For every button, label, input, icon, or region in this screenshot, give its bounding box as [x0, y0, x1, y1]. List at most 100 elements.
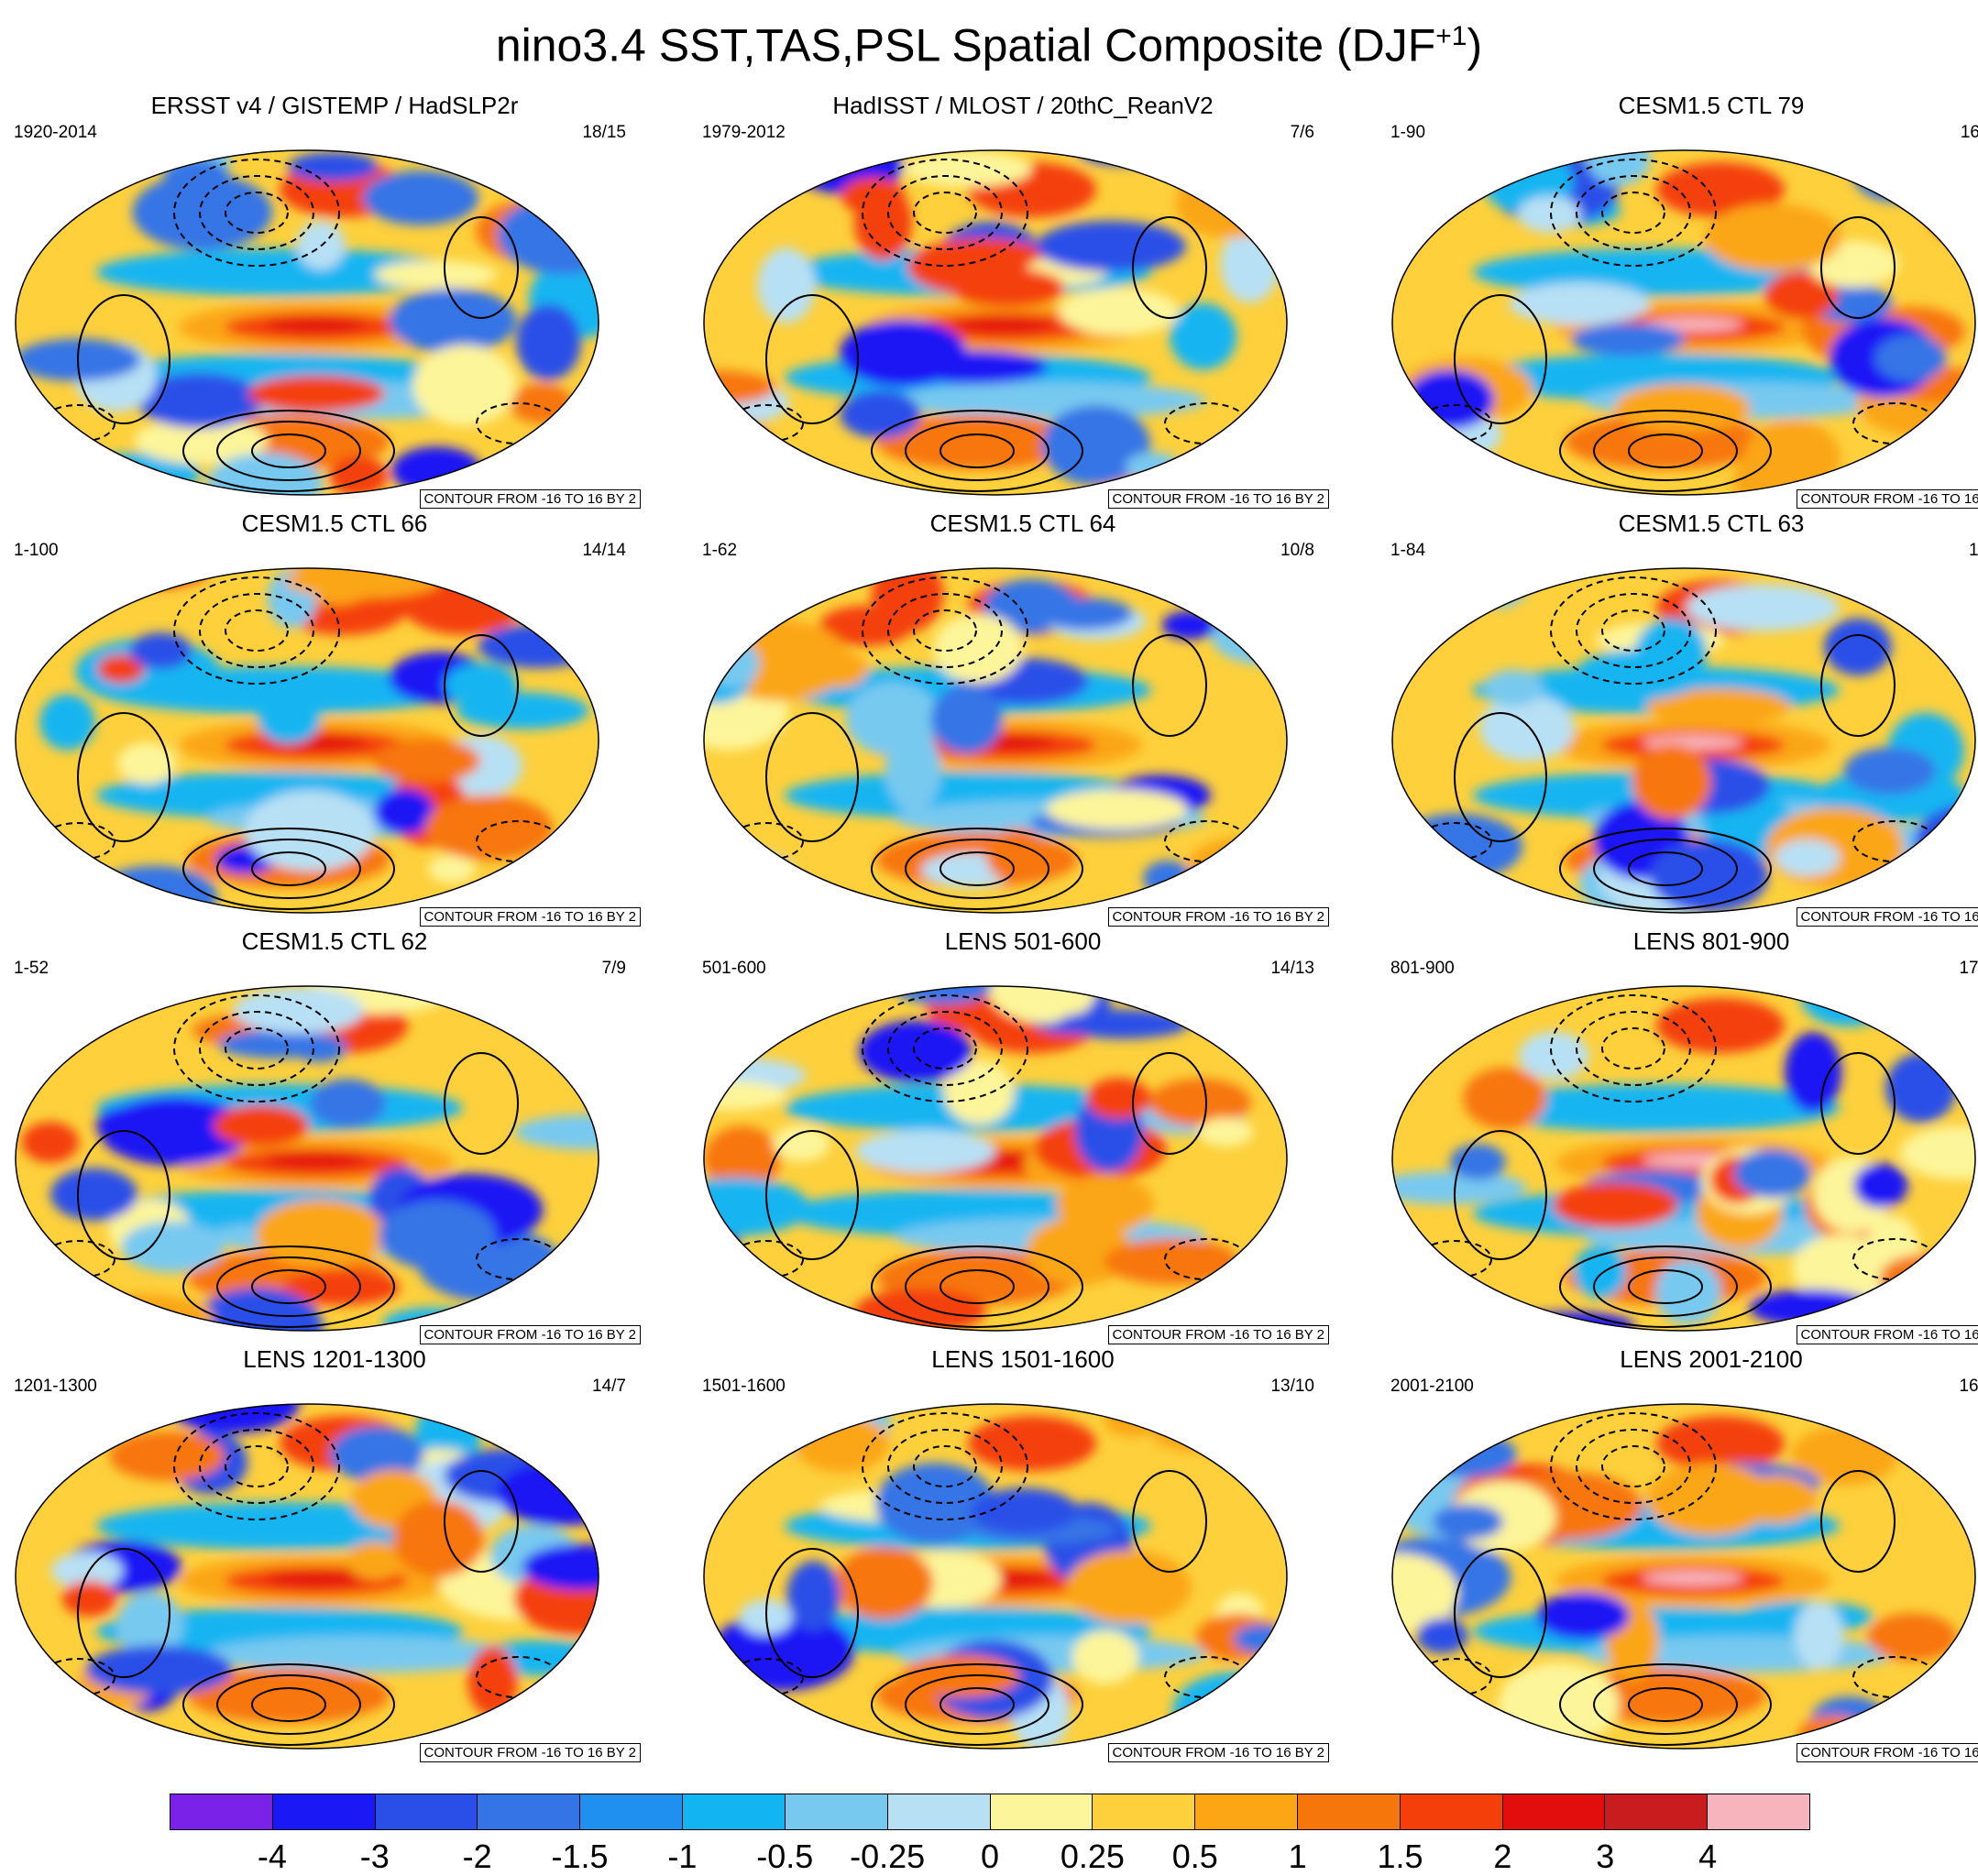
psl-contour	[1628, 433, 1703, 468]
anomaly-region	[1450, 1144, 1506, 1180]
contour-note: CONTOUR FROM -16 TO 16 BY 2	[1796, 1325, 1978, 1344]
anomaly-region	[970, 1487, 1078, 1534]
map-outline	[703, 1403, 1288, 1750]
anomaly-region	[1198, 1117, 1254, 1146]
psl-contour	[251, 851, 326, 886]
psl-contour	[199, 1011, 314, 1086]
world-map	[703, 149, 1288, 496]
panel-title: ERSST v4 / GISTEMP / HadSLP2r	[150, 92, 519, 119]
contour-note: CONTOUR FROM -16 TO 16 BY 2	[1107, 1325, 1329, 1344]
anomaly-region	[1126, 452, 1181, 481]
anomaly-region	[954, 317, 1055, 332]
anomaly-region	[1046, 789, 1188, 829]
psl-contour	[216, 839, 361, 899]
psl-contour	[199, 175, 314, 250]
anomaly-region	[206, 1636, 518, 1673]
anomaly-region	[930, 685, 1003, 754]
colorbar-segment	[1502, 1794, 1606, 1829]
anomaly-region	[117, 742, 177, 784]
map-panel: LENS 801-900 801-900 17/15 CONTOUR FROM -16…	[1381, 927, 1978, 1344]
chart-title: nino3.4 SST,TAS,PSL Spatial Composite (D…	[0, 7, 1978, 75]
anomaly-region	[1071, 1629, 1139, 1684]
psl-contour	[913, 609, 977, 652]
map-panel: LENS 1201-1300 1201-1300 14/7 CONTOUR FROM …	[5, 1345, 665, 1762]
panel-title: LENS 2001-2100	[1620, 1345, 1803, 1373]
psl-contour	[1576, 175, 1691, 250]
anomaly-region	[1148, 1078, 1251, 1127]
map-panel: CESM1.5 CTL 63 1-84 14/7 CONTOUR FROM -16 T…	[1381, 510, 1978, 927]
psl-contour	[940, 1687, 1015, 1722]
anomaly-region	[266, 1153, 367, 1168]
colorbar-label: 0.25	[1060, 1838, 1125, 1875]
colorbar-label: -4	[257, 1838, 287, 1875]
panel-count: 10/8	[1280, 541, 1314, 560]
panel-title: LENS 1501-1600	[931, 1345, 1115, 1373]
world-map	[15, 1403, 599, 1750]
panel-period: 801-900	[1390, 959, 1455, 978]
psl-contour	[77, 1548, 170, 1678]
map-panel: LENS 501-600 501-600 14/13 CONTOUR FROM -16…	[693, 927, 1353, 1344]
contour-note: CONTOUR FROM -16 TO 16 BY 2	[419, 907, 641, 927]
anomaly-region	[1587, 150, 1651, 186]
anomaly-region	[876, 414, 1078, 469]
contour-note: CONTOUR FROM -16 TO 16 BY 2	[419, 489, 641, 509]
anomaly-region	[704, 867, 762, 913]
psl-contour	[940, 851, 1015, 886]
anomaly-region	[109, 1432, 225, 1481]
panel-count: 14/7	[592, 1377, 626, 1396]
anomaly-region	[1643, 1571, 1743, 1585]
psl-contour	[940, 433, 1015, 468]
map-panel: LENS 2001-2100 2001-2100 16/14 CONTOUR FROM…	[1381, 1345, 1978, 1762]
anomaly-region	[467, 1646, 518, 1717]
psl-contour	[1550, 1412, 1717, 1520]
world-map	[15, 985, 599, 1332]
colorbar-segment	[1708, 1794, 1809, 1829]
colorbar-segment	[170, 1794, 273, 1829]
anomaly-region	[134, 417, 269, 465]
psl-contour	[1576, 593, 1691, 668]
anomaly-region	[1885, 1053, 1957, 1123]
panel-title: CESM1.5 CTL 63	[1618, 510, 1805, 537]
anomaly-region	[233, 987, 364, 1034]
anomaly-region	[704, 1125, 781, 1192]
psl-contour	[1559, 410, 1772, 492]
colorbar-segment	[478, 1794, 581, 1829]
colorbar-label: -0.5	[756, 1838, 814, 1875]
world-map	[703, 567, 1288, 914]
contour-note: CONTOUR FROM -16 TO 16 BY 2	[1796, 489, 1978, 509]
psl-contour	[1576, 1011, 1691, 1086]
anomaly-region	[1899, 1125, 1975, 1179]
map-outline	[15, 149, 599, 496]
panel-count: 16/11	[1960, 123, 1978, 142]
anomaly-region	[933, 613, 1024, 684]
psl-contour	[444, 1470, 519, 1573]
anomaly-region	[1056, 1009, 1190, 1039]
world-map	[1391, 985, 1976, 1332]
psl-contour	[251, 433, 326, 468]
colorbar-label: -2	[462, 1838, 492, 1875]
anomaly-region	[129, 632, 192, 670]
psl-contour	[1454, 1548, 1547, 1678]
anomaly-region	[990, 986, 1096, 1024]
anomaly-region	[1916, 1412, 1975, 1460]
anomaly-region	[704, 1178, 810, 1236]
anomaly-region	[885, 729, 941, 812]
psl-contour	[1550, 159, 1717, 267]
anomaly-region	[1686, 584, 1841, 631]
anomaly-region	[188, 1668, 390, 1723]
psl-contour	[1601, 192, 1665, 234]
anomaly-region	[330, 1426, 424, 1483]
anomaly-region	[372, 739, 481, 784]
panel-period: 1-62	[702, 541, 738, 560]
anomaly-region	[39, 694, 95, 751]
anomaly-region	[96, 248, 463, 296]
anomaly-region	[82, 1298, 137, 1331]
anomaly-region	[244, 790, 376, 872]
psl-contour	[1820, 216, 1896, 319]
psl-contour	[1593, 421, 1738, 481]
colorbar-segment	[375, 1794, 478, 1829]
anomaly-region	[460, 986, 590, 1019]
anomaly-region	[16, 150, 91, 208]
panel-count: 14/7	[1969, 541, 1978, 560]
anomaly-region	[1143, 861, 1192, 897]
